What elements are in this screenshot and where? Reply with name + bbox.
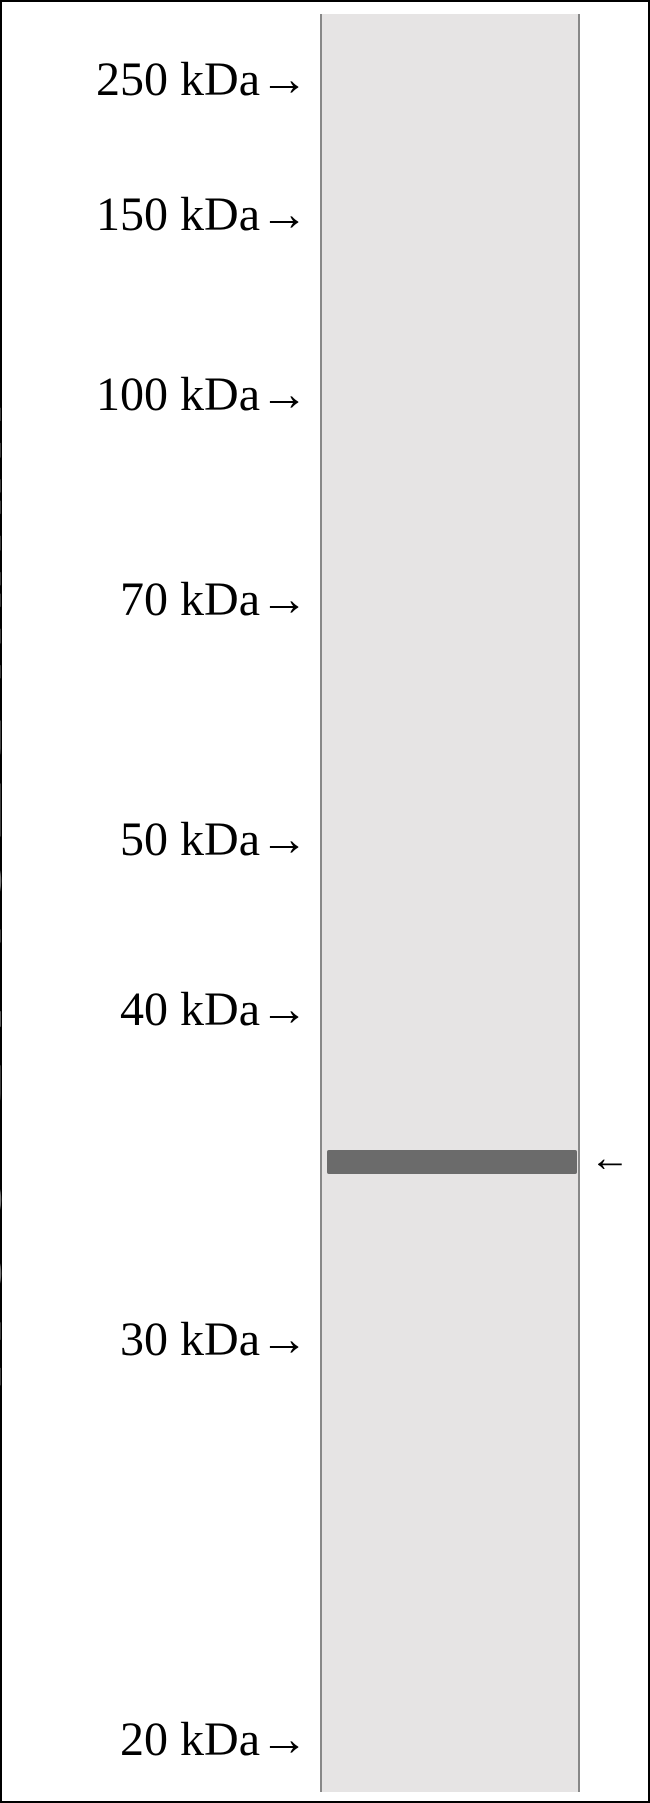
marker-30kda: 30 kDa→	[120, 1312, 308, 1367]
protein-band	[327, 1150, 577, 1174]
marker-20kda: 20 kDa→	[120, 1712, 308, 1767]
marker-70kda: 70 kDa→	[120, 572, 308, 627]
marker-100kda: 100 kDa→	[96, 367, 308, 422]
western-blot-container: WWW.PTGLAB.COM ← 250 kDa→ 150 kDa→ 100 k…	[0, 0, 650, 1803]
watermark-text: WWW.PTGLAB.COM	[0, 408, 19, 1400]
marker-50kda: 50 kDa→	[120, 812, 308, 867]
marker-150kda: 150 kDa→	[96, 187, 308, 242]
marker-40kda: 40 kDa→	[120, 982, 308, 1037]
gel-lane	[320, 14, 580, 1792]
marker-250kda: 250 kDa→	[96, 52, 308, 107]
band-indicator-arrow: ←	[590, 1136, 630, 1181]
